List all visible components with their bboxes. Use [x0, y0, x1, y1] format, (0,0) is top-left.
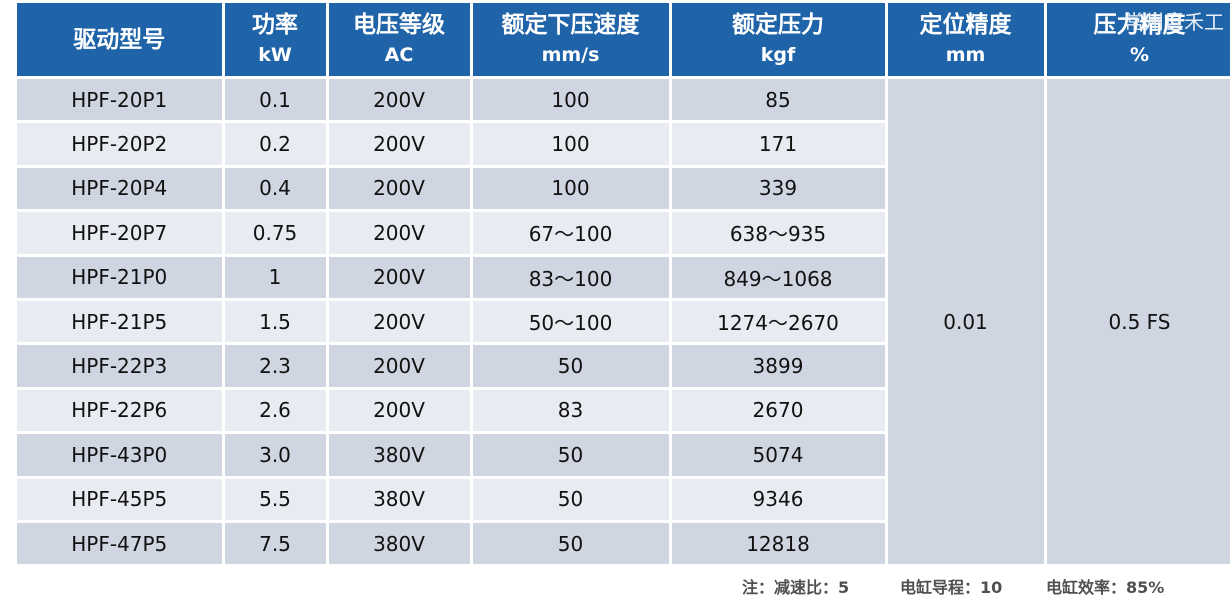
- cell-power: 0.75: [223, 209, 329, 256]
- cell-speed: 100: [471, 164, 672, 211]
- cell-voltage: 200V: [327, 120, 473, 167]
- table-row: HPF-20P4 0.4 200V 100 339: [17, 164, 1230, 211]
- header-row: 驱动型号 功率 kW 电压等级 AC 额定下压速度 mm/s 额定压力 kgf 定位精度…: [17, 3, 1230, 78]
- cell-voltage: 200V: [327, 75, 473, 122]
- cell-voltage: 380V: [327, 431, 473, 478]
- table-row: HPF-20P7 0.75 200V 67～100 638～935: [17, 209, 1230, 256]
- cell-positioning-accuracy: 0.01: [886, 76, 1047, 565]
- cell-pressure-accuracy: 0.5 FS: [1045, 76, 1230, 565]
- cell-force: 85: [670, 75, 888, 122]
- footer-cylinder-efficiency: 电缸效率：85%: [1046, 578, 1165, 597]
- cell-power: 0.4: [223, 164, 329, 211]
- table-row: HPF-22P3 2.3 200V 50 3899: [17, 342, 1230, 389]
- header-model: 驱动型号: [17, 3, 225, 78]
- table-row: HPF-20P1 0.1 200V 100 85 0.01 0.5 FS: [17, 75, 1230, 565]
- cell-model: HPF-20P2: [17, 120, 225, 167]
- watermark-text: 常州巨禾工: [1124, 10, 1224, 34]
- footer-cylinder-lead: 电缸导程：10: [900, 578, 1003, 597]
- table-row: HPF-20P2 0.2 200V 100 171: [17, 120, 1230, 167]
- footer-reduction-ratio: 注：减速比：5: [742, 578, 850, 597]
- cell-force: 1274～2670: [670, 297, 888, 344]
- cell-model: HPF-45P5: [17, 475, 225, 522]
- cell-speed: 50～100: [471, 297, 672, 344]
- cell-force: 849～1068: [670, 253, 888, 300]
- cell-model: HPF-21P0: [17, 253, 225, 300]
- cell-speed: 100: [471, 120, 672, 167]
- cell-model: HPF-21P5: [17, 297, 225, 344]
- cell-speed: 83～100: [471, 253, 672, 300]
- table-row: HPF-21P5 1.5 200V 50～100 1274～2670: [17, 297, 1230, 344]
- cell-voltage: 380V: [327, 519, 473, 565]
- cell-model: HPF-20P4: [17, 164, 225, 211]
- cell-force: 12818: [670, 519, 888, 565]
- header-positioning-accuracy: 定位精度 mm: [886, 3, 1047, 78]
- table-row: HPF-21P0 1 200V 83～100 849～1068: [17, 253, 1230, 300]
- cell-model: HPF-43P0: [17, 431, 225, 478]
- cell-speed: 100: [471, 75, 672, 122]
- cell-power: 0.2: [223, 120, 329, 167]
- cell-power: 0.1: [223, 75, 329, 122]
- cell-speed: 83: [471, 386, 672, 433]
- cell-power: 3.0: [223, 431, 329, 478]
- cell-force: 339: [670, 164, 888, 211]
- cell-voltage: 200V: [327, 209, 473, 256]
- cell-force: 638～935: [670, 209, 888, 256]
- spec-table: 驱动型号 功率 kW 电压等级 AC 额定下压速度 mm/s 额定压力 kgf 定位精度…: [17, 3, 1230, 565]
- cell-model: HPF-47P5: [17, 519, 225, 565]
- cell-speed: 50: [471, 342, 672, 389]
- header-power: 功率 kW: [223, 3, 329, 78]
- header-force: 额定压力 kgf: [670, 3, 888, 78]
- cell-voltage: 200V: [327, 253, 473, 300]
- cell-force: 3899: [670, 342, 888, 389]
- cell-model: HPF-22P3: [17, 342, 225, 389]
- table-row: HPF-43P0 3.0 380V 50 5074: [17, 431, 1230, 478]
- cell-power: 2.3: [223, 342, 329, 389]
- cell-voltage: 200V: [327, 164, 473, 211]
- cell-power: 1: [223, 253, 329, 300]
- cell-power: 1.5: [223, 297, 329, 344]
- cell-speed: 50: [471, 519, 672, 565]
- cell-speed: 50: [471, 475, 672, 522]
- cell-power: 5.5: [223, 475, 329, 522]
- cell-speed: 67～100: [471, 209, 672, 256]
- cell-speed: 50: [471, 431, 672, 478]
- cell-power: 7.5: [223, 519, 329, 565]
- cell-force: 171: [670, 120, 888, 167]
- header-voltage: 电压等级 AC: [327, 3, 473, 78]
- cell-voltage: 200V: [327, 297, 473, 344]
- cell-voltage: 380V: [327, 475, 473, 522]
- cell-model: HPF-22P6: [17, 386, 225, 433]
- cell-voltage: 200V: [327, 386, 473, 433]
- table-row: HPF-22P6 2.6 200V 83 2670: [17, 386, 1230, 433]
- header-speed: 额定下压速度 mm/s: [471, 3, 672, 78]
- cell-force: 9346: [670, 475, 888, 522]
- table-row: HPF-47P5 7.5 380V 50 12818: [17, 519, 1230, 565]
- cell-power: 2.6: [223, 386, 329, 433]
- cell-model: HPF-20P1: [17, 75, 225, 122]
- cell-voltage: 200V: [327, 342, 473, 389]
- table-row: HPF-45P5 5.5 380V 50 9346: [17, 475, 1230, 522]
- cell-force: 5074: [670, 431, 888, 478]
- cell-model: HPF-20P7: [17, 209, 225, 256]
- cell-force: 2670: [670, 386, 888, 433]
- header-pressure-accuracy: 压力精度%: [1045, 3, 1230, 78]
